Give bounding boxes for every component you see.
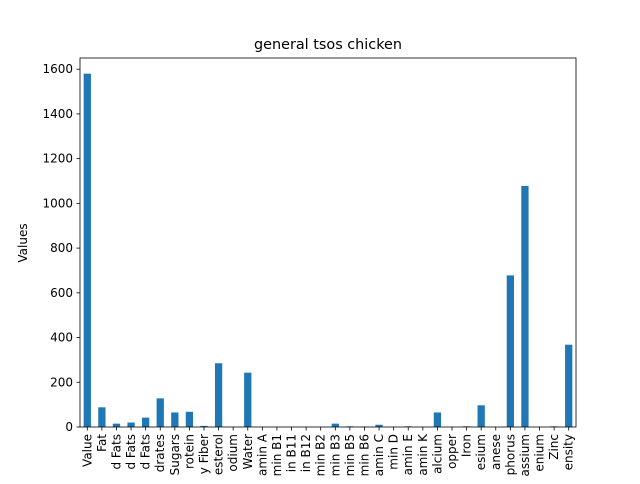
- x-tick-label: esium: [474, 434, 488, 470]
- x-tick-label: drates: [153, 434, 167, 472]
- x-tick-label: min B3: [328, 434, 342, 476]
- bar-27: [478, 405, 485, 427]
- y-tick-label: 1400: [42, 107, 73, 121]
- bar-11: [244, 373, 251, 427]
- x-tick-label: min B1: [270, 434, 284, 476]
- y-tick-label: 1600: [42, 62, 73, 76]
- bar-30: [521, 186, 528, 427]
- x-tick-label: in B11: [285, 434, 299, 472]
- x-tick-label: min B6: [357, 434, 371, 476]
- bar-6: [171, 412, 178, 427]
- y-tick-label: 1200: [42, 152, 73, 166]
- x-tick-label: phorus: [503, 434, 517, 475]
- y-tick-label: 400: [50, 331, 73, 345]
- bar-9: [215, 363, 222, 427]
- y-tick-label: 200: [50, 375, 73, 389]
- x-tick-label: rotein: [182, 434, 196, 469]
- bar-0: [84, 74, 91, 427]
- y-tick-label: 600: [50, 286, 73, 300]
- bar-24: [434, 412, 441, 427]
- x-tick-label: odium: [226, 434, 240, 472]
- chart-title: general tsos chicken: [254, 37, 402, 53]
- x-tick-label: min B2: [314, 434, 328, 476]
- x-tick-label: enium: [533, 434, 547, 472]
- bar-17: [332, 424, 339, 427]
- bar-7: [186, 412, 193, 427]
- y-tick-label: 0: [65, 420, 73, 434]
- x-tick-label: amin K: [416, 433, 430, 476]
- y-tick-label: 800: [50, 241, 73, 255]
- x-tick-label: d Fats: [109, 434, 123, 470]
- x-tick-label: alcium: [430, 434, 444, 474]
- x-tick-label: min D: [387, 434, 401, 470]
- x-tick-label: ensity: [562, 434, 576, 470]
- x-tick-label: amin C: [372, 434, 386, 476]
- bar-29: [507, 275, 514, 427]
- x-tick-label: y Fiber: [197, 434, 211, 474]
- x-tick-label: Iron: [460, 434, 474, 457]
- bar-2: [113, 424, 120, 427]
- y-tick-label: 1000: [42, 196, 73, 210]
- x-tick-label: d Fats: [124, 434, 138, 470]
- x-tick-label: amin E: [401, 434, 415, 475]
- x-tick-label: Sugars: [168, 434, 182, 475]
- x-tick-label: amin A: [255, 433, 269, 476]
- x-tick-label: Fat: [95, 434, 109, 452]
- x-tick-label: Value: [80, 434, 94, 467]
- bar-3: [127, 423, 134, 427]
- bar-33: [565, 345, 572, 427]
- bar-4: [142, 418, 149, 427]
- x-tick-label: anese: [489, 434, 503, 470]
- bar-5: [157, 398, 164, 427]
- x-tick-label: Water: [241, 434, 255, 470]
- x-tick-label: Zinc: [547, 434, 561, 460]
- bar-1: [98, 407, 105, 427]
- x-tick-label: d Fats: [139, 434, 153, 470]
- x-tick-label: min B5: [343, 434, 357, 476]
- x-tick-label: esterol: [212, 434, 226, 475]
- x-tick-label: opper: [445, 434, 459, 469]
- plot-frame: [80, 58, 576, 427]
- x-tick-label: in B12: [299, 434, 313, 472]
- x-tick-label: assium: [518, 434, 532, 477]
- y-axis-label: Values: [16, 223, 30, 262]
